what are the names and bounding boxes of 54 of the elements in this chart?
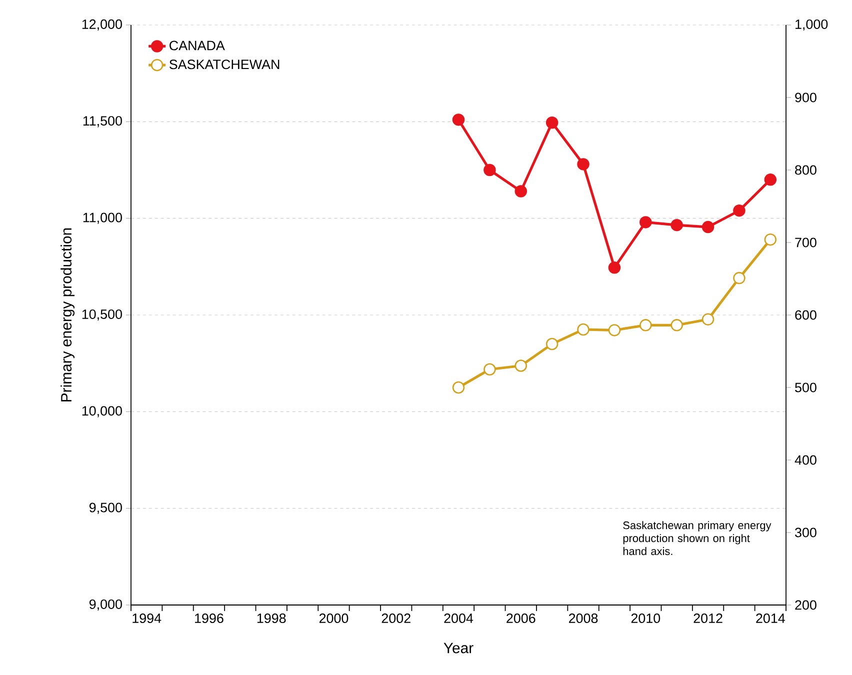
y2-tick-label: 800: [795, 165, 816, 175]
y2-tick-label: 500: [795, 382, 816, 392]
y-tick-label: 11,000: [83, 212, 122, 224]
x-tick-label: 2010: [631, 614, 660, 624]
x-tick-label: 2012: [694, 614, 722, 624]
point: [702, 313, 714, 326]
point: [640, 319, 652, 332]
y-tick-label: 12,000: [82, 19, 122, 31]
point: [514, 360, 528, 372]
x-tick-label: 1996: [195, 614, 224, 624]
point: [452, 381, 465, 394]
legend-label: CANADA: [170, 40, 225, 50]
point: [546, 116, 558, 129]
point: [514, 185, 528, 198]
y2-tick-label: 600: [795, 310, 816, 320]
legend-label: SASKATCHEWAN: [169, 60, 280, 70]
x-tick-label: 2004: [444, 614, 474, 624]
x-tick-label: 1998: [257, 614, 286, 624]
point: [608, 324, 621, 336]
point: [702, 220, 714, 234]
y2-tick-label: 700: [795, 238, 816, 248]
x-tick-label: 2000: [319, 614, 348, 624]
point: [452, 114, 465, 126]
point: [608, 262, 621, 274]
y-tick-label: 9,000: [89, 599, 122, 611]
point: [733, 272, 746, 284]
point: [484, 164, 496, 176]
point: [484, 363, 496, 376]
x-tick-label: 1994: [132, 614, 162, 624]
point: [546, 338, 558, 350]
y-tick-label: 11,500: [83, 116, 122, 128]
point: [670, 319, 683, 332]
x-tick-label: 2008: [568, 614, 598, 624]
point: [577, 158, 590, 170]
y-tick-label: 10,000: [82, 406, 122, 418]
y2-tick-label: 900: [795, 92, 816, 102]
x-tick-label: 2006: [506, 614, 536, 624]
y-tick-label: 9,500: [89, 502, 122, 514]
point: [670, 218, 683, 232]
y2-tick-label: 1,000: [796, 19, 828, 31]
point: [764, 233, 777, 246]
point: [764, 174, 777, 186]
annotation: Saskatchewan primary energy production shown on right hand axis.: [623, 521, 772, 556]
y2-tick-label: 300: [795, 528, 816, 538]
point: [640, 216, 652, 228]
y2-tick-label: 200: [795, 600, 816, 610]
x-axis-title: Year: [444, 642, 474, 654]
y-tick-label: 10,500: [82, 309, 122, 321]
y2-tick-label: 400: [794, 455, 816, 465]
y-axis-title: Primary energy production: [60, 228, 75, 402]
x-tick-label: 2014: [756, 614, 785, 624]
point: [733, 204, 746, 217]
point: [577, 323, 590, 336]
x-tick-label: 2002: [382, 614, 410, 624]
